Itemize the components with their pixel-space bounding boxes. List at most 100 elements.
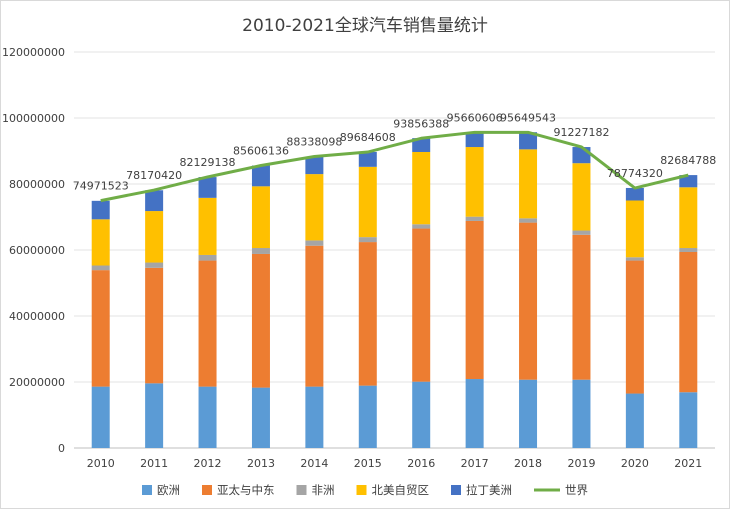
bar-segment (412, 228, 431, 382)
bar-segment (145, 267, 164, 384)
bar-segment (519, 218, 538, 223)
bar-segment (679, 187, 698, 249)
data-labels: 7497152378170420821291388560613688338098… (73, 111, 717, 192)
grid (74, 51, 715, 449)
x-tick-label: 2018 (514, 457, 542, 470)
bar-segment (519, 132, 538, 150)
bar-segment (145, 262, 164, 268)
legend-swatch (296, 485, 307, 495)
legend-label: 世界 (565, 483, 588, 497)
bar-segment (625, 393, 644, 448)
data-label: 78774320 (607, 167, 663, 180)
bar-segment (572, 379, 591, 448)
bar-segment (465, 220, 484, 380)
data-label: 78170420 (126, 169, 182, 182)
bar-segment (305, 245, 324, 387)
bar-segment (91, 219, 110, 266)
x-tick-label: 2019 (567, 457, 595, 470)
bar-segment (465, 147, 484, 217)
bar-segment (251, 248, 270, 254)
bar-segment (91, 200, 110, 220)
x-axis: 2010 2011 2012 2013 2014 2015 2016 2017 2018 2019… (87, 457, 703, 470)
bar-segment (625, 187, 644, 201)
bar-segment (625, 200, 644, 258)
y-tick-label: 60000000 (9, 244, 65, 257)
x-tick-label: 2016 (407, 457, 435, 470)
data-label: 91227182 (553, 126, 609, 139)
y-tick-label: 40000000 (9, 310, 65, 323)
data-label: 85606136 (233, 144, 289, 157)
legend-swatch (142, 485, 152, 495)
bar-segment (198, 254, 217, 261)
bar-segment (412, 224, 431, 229)
x-tick-label: 2020 (621, 457, 649, 470)
bar-segment (679, 175, 698, 188)
bar-segment (305, 156, 324, 175)
bar-segment (251, 253, 270, 388)
bar-segment (358, 151, 377, 167)
world-line (100, 130, 689, 203)
legend-label: 非洲 (312, 483, 335, 497)
legend-label: 欧洲 (157, 483, 180, 497)
data-label: 82129138 (180, 156, 236, 169)
x-tick-label: 2012 (194, 457, 222, 470)
bar-segment (572, 234, 591, 380)
x-tick-label: 2010 (87, 457, 115, 470)
bar-segment (91, 270, 110, 387)
data-label: 89684608 (340, 131, 396, 144)
bar-segment (198, 386, 217, 448)
bar-segment (625, 260, 644, 394)
bar-segment (91, 386, 110, 448)
bar-segment (412, 151, 431, 225)
bar-segment (572, 163, 591, 231)
y-tick-label: 100000000 (2, 112, 65, 125)
bar-segment (305, 174, 324, 241)
bar-segment (465, 216, 484, 221)
data-label: 95660606 (447, 111, 503, 124)
bar-segment (412, 138, 431, 152)
bar-segment (305, 240, 324, 246)
bars (91, 132, 698, 448)
bar-segment (519, 222, 538, 380)
bar-segment (358, 385, 377, 448)
bar-segment (145, 383, 164, 448)
x-tick-label: 2014 (300, 457, 328, 470)
x-tick-label: 2017 (461, 457, 489, 470)
data-label: 93856388 (393, 117, 449, 130)
legend: 欧洲 亚太与中东 非洲 北美自贸区 拉丁美洲 世界 (142, 483, 588, 497)
bar-segment (251, 387, 270, 448)
bar-segment (305, 386, 324, 448)
y-tick-label: 20000000 (9, 376, 65, 389)
bar-segment (145, 211, 164, 263)
bar-segment (358, 242, 377, 386)
bar-segment (198, 197, 217, 255)
legend-label: 北美自贸区 (372, 483, 430, 497)
x-tick-label: 2011 (140, 457, 168, 470)
y-axis: 0 20000000 40000000 60000000 80000000 1000000… (2, 46, 65, 455)
bar-segment (679, 248, 698, 252)
bar-segment (625, 257, 644, 261)
data-label: 74971523 (73, 180, 129, 193)
bar-segment (198, 260, 217, 387)
legend-swatch (356, 485, 367, 495)
chart-title: 2010-2021全球汽车销售量统计 (242, 16, 488, 36)
bar-segment (679, 251, 698, 393)
bar-segment (358, 166, 377, 238)
bar-segment (412, 381, 431, 448)
bar-segment (358, 237, 377, 243)
y-tick-label: 0 (58, 442, 65, 455)
bar-segment (251, 186, 270, 249)
x-tick-label: 2021 (674, 457, 702, 470)
bar-segment (519, 149, 538, 219)
bar-segment (519, 379, 538, 448)
legend-swatch (451, 485, 461, 495)
legend-label: 亚太与中东 (217, 483, 275, 497)
bar-segment (572, 147, 591, 164)
x-tick-label: 2013 (247, 457, 275, 470)
x-tick-label: 2015 (354, 457, 382, 470)
y-tick-label: 120000000 (2, 46, 65, 59)
y-tick-label: 80000000 (9, 178, 65, 191)
bar-segment (251, 165, 270, 187)
